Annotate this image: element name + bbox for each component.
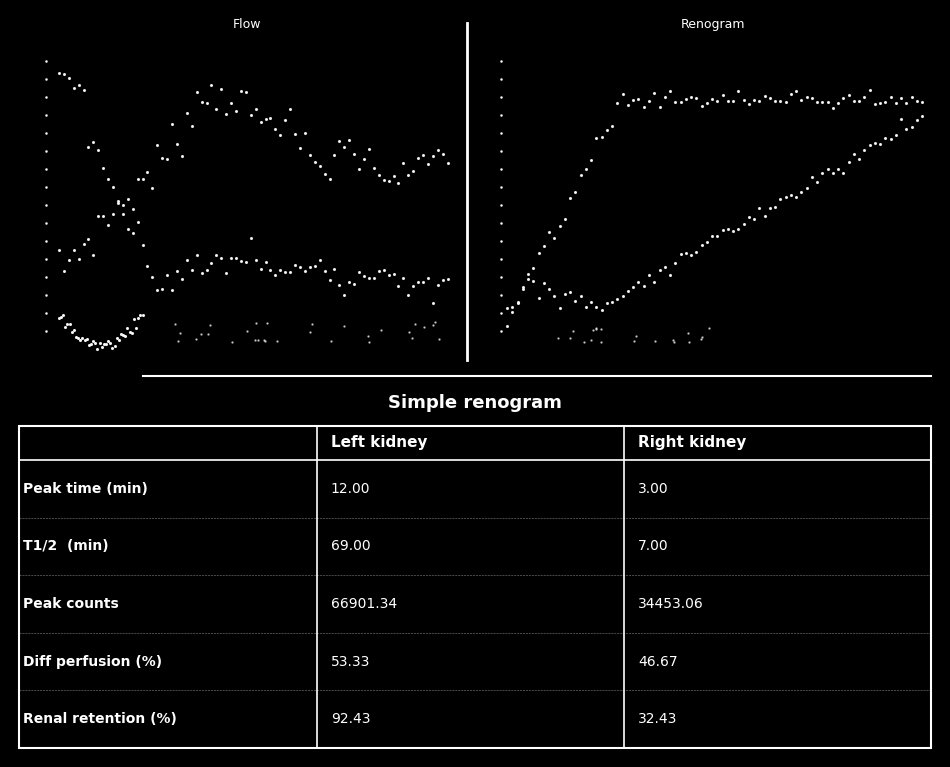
- Bar: [19, 426, 931, 748]
- Text: Peak time (min): Peak time (min): [24, 482, 148, 496]
- Title: Flow: Flow: [233, 18, 261, 31]
- Text: Diff perfusion (%): Diff perfusion (%): [24, 654, 162, 669]
- Text: 69.00: 69.00: [331, 539, 370, 554]
- Text: 12.00: 12.00: [331, 482, 370, 496]
- Title: Renogram: Renogram: [680, 18, 745, 31]
- Text: 34453.06: 34453.06: [638, 597, 704, 611]
- Text: Simple renogram: Simple renogram: [388, 393, 562, 412]
- Text: 32.43: 32.43: [638, 712, 677, 726]
- Text: 7.00: 7.00: [638, 539, 669, 554]
- Text: Right kidney: Right kidney: [638, 436, 747, 450]
- Text: Left kidney: Left kidney: [331, 436, 428, 450]
- Text: 53.33: 53.33: [331, 654, 370, 669]
- Text: 3.00: 3.00: [638, 482, 669, 496]
- Text: 46.67: 46.67: [638, 654, 677, 669]
- Text: Renal retention (%): Renal retention (%): [24, 712, 178, 726]
- Text: 92.43: 92.43: [331, 712, 370, 726]
- Text: T1/2  (min): T1/2 (min): [24, 539, 109, 554]
- Text: Peak counts: Peak counts: [24, 597, 119, 611]
- Text: 66901.34: 66901.34: [331, 597, 397, 611]
